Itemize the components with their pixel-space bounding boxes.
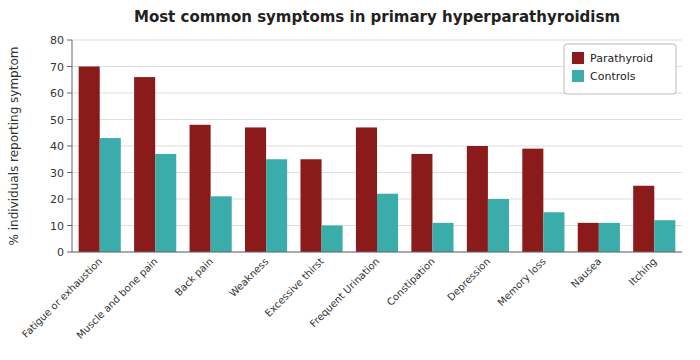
legend-box bbox=[564, 44, 676, 94]
y-tick bbox=[67, 146, 72, 147]
legend-swatch bbox=[572, 70, 584, 82]
y-tick-label: 60 bbox=[50, 87, 64, 100]
y-tick bbox=[67, 119, 72, 120]
bar bbox=[266, 159, 287, 252]
x-tick-label: Muscle and bone pain bbox=[74, 256, 159, 341]
x-tick-label: Depression bbox=[445, 256, 492, 303]
grid-line bbox=[72, 119, 682, 120]
bar bbox=[633, 186, 654, 252]
bar bbox=[100, 138, 121, 252]
title: Most common symptoms in primary hyperpar… bbox=[134, 8, 620, 26]
grid bbox=[72, 40, 682, 252]
grid-line bbox=[72, 252, 682, 253]
x-axis-line bbox=[72, 252, 682, 253]
y-tick-label: 70 bbox=[50, 61, 64, 74]
bar bbox=[79, 67, 100, 253]
legend-label: Parathyroid bbox=[590, 52, 653, 65]
legend-swatch bbox=[572, 52, 584, 64]
x-tick-label: Itching bbox=[627, 256, 659, 288]
y-tick-label: 40 bbox=[50, 140, 64, 153]
grid-line bbox=[72, 40, 682, 41]
bar bbox=[322, 226, 343, 253]
y-tick bbox=[67, 252, 72, 253]
legend: Parathyroid Controls bbox=[564, 44, 676, 94]
y-axis: 0 10 20 30 40 50 60 70 80 bbox=[50, 34, 72, 259]
y-axis-line bbox=[72, 40, 73, 252]
bar bbox=[432, 223, 453, 252]
bar bbox=[190, 125, 211, 252]
y-tick bbox=[67, 225, 72, 226]
bar bbox=[578, 223, 599, 252]
y-tick-label: 20 bbox=[50, 193, 64, 206]
y-tick bbox=[67, 66, 72, 67]
bar bbox=[488, 199, 509, 252]
y-tick-label: 50 bbox=[50, 114, 64, 127]
y-tick bbox=[67, 172, 72, 173]
legend-label: Controls bbox=[590, 70, 636, 83]
bar bbox=[300, 159, 321, 252]
chart-container: Most common symptoms in primary hyperpar… bbox=[0, 0, 700, 360]
y-tick-label: 0 bbox=[57, 246, 64, 259]
y-tick bbox=[67, 199, 72, 200]
bar bbox=[155, 154, 176, 252]
x-axis: Fatigue or exhaustionMuscle and bone pai… bbox=[20, 256, 659, 341]
x-tick-label: Frequent Urination bbox=[308, 256, 382, 330]
bar bbox=[211, 196, 232, 252]
bar bbox=[411, 154, 432, 252]
x-tick-label: Constipation bbox=[385, 256, 437, 308]
x-tick-label: Back pain bbox=[173, 256, 215, 298]
y-tick bbox=[67, 40, 72, 41]
bar bbox=[356, 127, 377, 252]
bar bbox=[245, 127, 266, 252]
y-axis-label: % individuals reporting symptom bbox=[7, 47, 21, 246]
x-tick-label: Nausea bbox=[569, 256, 603, 290]
x-tick-label: Excessive thirst bbox=[263, 256, 326, 319]
x-tick-label: Weakness bbox=[227, 256, 270, 299]
y-tick-label: 80 bbox=[50, 34, 64, 47]
bar bbox=[467, 146, 488, 252]
y-tick-label: 30 bbox=[50, 167, 64, 180]
bar bbox=[543, 212, 564, 252]
bar bbox=[377, 194, 398, 252]
bar bbox=[599, 223, 620, 252]
chart-svg: Most common symptoms in primary hyperpar… bbox=[0, 0, 700, 360]
bar bbox=[134, 77, 155, 252]
bar bbox=[654, 220, 675, 252]
bar bbox=[522, 149, 543, 252]
x-tick-label: Memory loss bbox=[495, 256, 547, 308]
y-tick-label: 10 bbox=[50, 220, 64, 233]
y-tick bbox=[67, 93, 72, 94]
